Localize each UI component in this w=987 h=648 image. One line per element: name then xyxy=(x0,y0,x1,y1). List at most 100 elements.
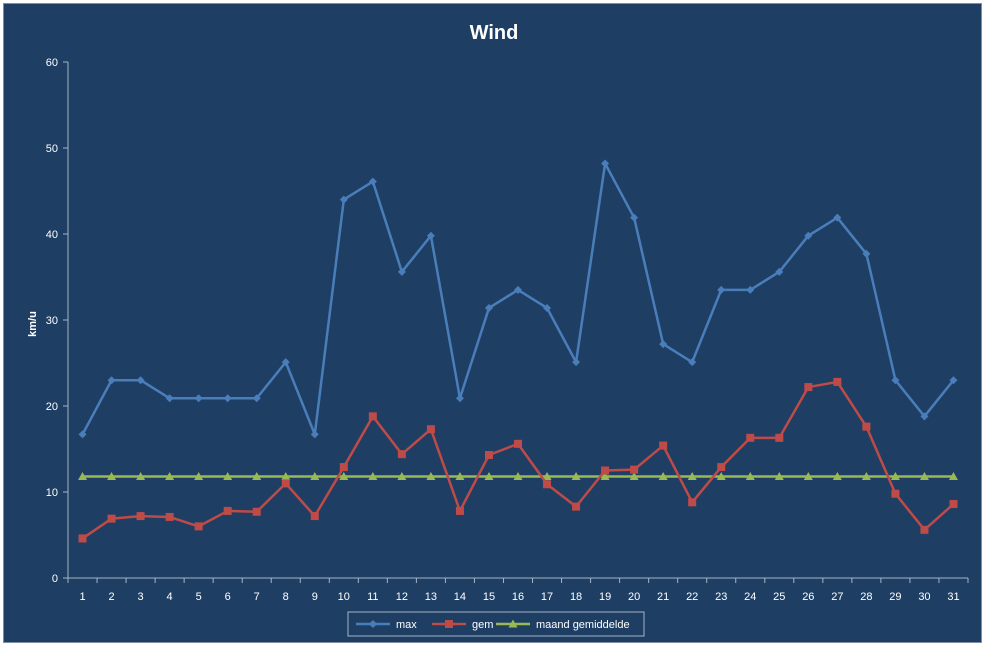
data-point-gem xyxy=(165,512,174,521)
x-tick-label: 7 xyxy=(254,591,260,603)
data-point-maand-gemiddelde xyxy=(513,472,523,481)
data-point-gem xyxy=(484,451,493,460)
data-point-maand-gemiddelde xyxy=(397,472,407,481)
data-point-max xyxy=(920,412,929,421)
data-point-maand-gemiddelde xyxy=(571,472,581,481)
x-tick-label: 2 xyxy=(108,591,114,603)
data-point-maand-gemiddelde xyxy=(861,472,871,481)
data-point-max xyxy=(194,394,203,403)
x-tick-label: 15 xyxy=(483,591,495,603)
data-point-max xyxy=(136,376,145,385)
y-tick-label: 10 xyxy=(46,487,58,499)
series-line-gem xyxy=(81,380,955,540)
data-point-maand-gemiddelde xyxy=(368,472,378,481)
data-point-maand-gemiddelde xyxy=(716,472,726,481)
data-point-max xyxy=(688,358,697,367)
data-point-max xyxy=(78,430,87,439)
y-ticks: 0 10 20 30 40 50 60 xyxy=(46,57,68,585)
x-tick-label: 27 xyxy=(831,591,843,603)
data-point-maand-gemiddelde xyxy=(600,472,610,481)
series-maand-gemiddelde xyxy=(78,472,958,481)
legend-marker-gem xyxy=(445,620,453,628)
data-point-max xyxy=(107,376,116,385)
data-point-max xyxy=(223,394,232,403)
data-point-gem xyxy=(659,441,668,450)
data-point-maand-gemiddelde xyxy=(194,472,204,481)
x-tick-label: 26 xyxy=(802,591,814,603)
data-point-max xyxy=(339,195,348,204)
series-max xyxy=(78,159,958,439)
data-point-max xyxy=(746,285,755,294)
data-point-max xyxy=(804,231,813,240)
x-tick-label: 1 xyxy=(79,591,85,603)
data-point-maand-gemiddelde xyxy=(687,472,697,481)
x-tick-label: 6 xyxy=(225,591,231,603)
series-gem xyxy=(78,377,958,543)
data-point-max xyxy=(543,303,552,312)
legend-entry-gem: gem xyxy=(432,619,493,631)
x-tick-label: 29 xyxy=(889,591,901,603)
data-point-maand-gemiddelde xyxy=(310,472,320,481)
data-point-maand-gemiddelde xyxy=(252,472,262,481)
data-point-gem xyxy=(630,465,639,474)
x-ticks: 1 2 3 4 5 6 7 8 9 10 11 12 13 14 15 16 17 18 19 20 21 22 23 24 2… xyxy=(67,578,969,603)
data-point-maand-gemiddelde xyxy=(455,472,465,481)
data-point-max xyxy=(426,231,435,240)
data-point-max xyxy=(572,358,581,367)
x-tick-label: 17 xyxy=(541,591,553,603)
data-point-maand-gemiddelde xyxy=(281,472,291,481)
data-point-gem xyxy=(746,433,755,442)
data-point-maand-gemiddelde xyxy=(223,472,233,481)
x-tick-label: 19 xyxy=(599,591,611,603)
x-tick-label: 3 xyxy=(138,591,144,603)
x-tick-label: 5 xyxy=(196,591,202,603)
data-point-gem xyxy=(194,522,203,531)
data-point-max xyxy=(601,159,610,168)
x-tick-label: 25 xyxy=(773,591,785,603)
data-point-maand-gemiddelde xyxy=(919,472,929,481)
series-layer xyxy=(78,159,958,543)
data-point-max xyxy=(455,394,464,403)
y-axis-label: km/u xyxy=(27,311,39,337)
x-tick-label: 22 xyxy=(686,591,698,603)
data-point-gem xyxy=(862,422,871,431)
legend-marker-maand-gemiddelde xyxy=(508,619,518,628)
x-tick-label: 14 xyxy=(454,591,466,603)
data-point-max xyxy=(949,376,958,385)
data-point-gem xyxy=(136,512,145,521)
data-point-gem xyxy=(252,507,261,516)
data-point-max xyxy=(717,285,726,294)
y-tick-label: 40 xyxy=(46,229,58,241)
y-tick-label: 30 xyxy=(46,315,58,327)
legend-entry-maand-gemiddelde: maand gemiddelde xyxy=(496,619,630,631)
y-tick-label: 20 xyxy=(46,401,58,413)
data-point-max xyxy=(514,285,522,294)
data-point-max xyxy=(862,249,871,258)
chart-title: Wind xyxy=(470,22,519,44)
data-point-gem xyxy=(426,425,435,434)
data-point-gem xyxy=(688,498,697,507)
data-point-max xyxy=(659,340,668,349)
data-point-maand-gemiddelde xyxy=(542,472,552,481)
legend-box xyxy=(347,611,645,637)
data-point-gem xyxy=(78,534,87,543)
data-point-maand-gemiddelde xyxy=(803,472,813,481)
data-point-maand-gemiddelde xyxy=(484,472,494,481)
x-tick-label: 10 xyxy=(338,591,350,603)
x-tick-label: 11 xyxy=(367,591,378,603)
data-point-gem xyxy=(717,463,726,472)
x-tick-label: 21 xyxy=(657,591,669,603)
data-point-gem xyxy=(804,383,813,392)
x-tick-label: 28 xyxy=(860,591,872,603)
x-tick-label: 4 xyxy=(167,591,173,603)
data-point-maand-gemiddelde xyxy=(658,472,668,481)
data-point-gem xyxy=(310,512,319,521)
data-point-gem xyxy=(775,433,784,442)
legend-label-gem: gem xyxy=(472,619,493,631)
data-point-maand-gemiddelde xyxy=(745,472,755,481)
data-point-gem xyxy=(572,502,581,511)
x-tick-label: 24 xyxy=(744,591,756,603)
data-point-gem xyxy=(601,466,610,475)
x-tick-label: 13 xyxy=(425,591,437,603)
axes xyxy=(67,62,968,579)
